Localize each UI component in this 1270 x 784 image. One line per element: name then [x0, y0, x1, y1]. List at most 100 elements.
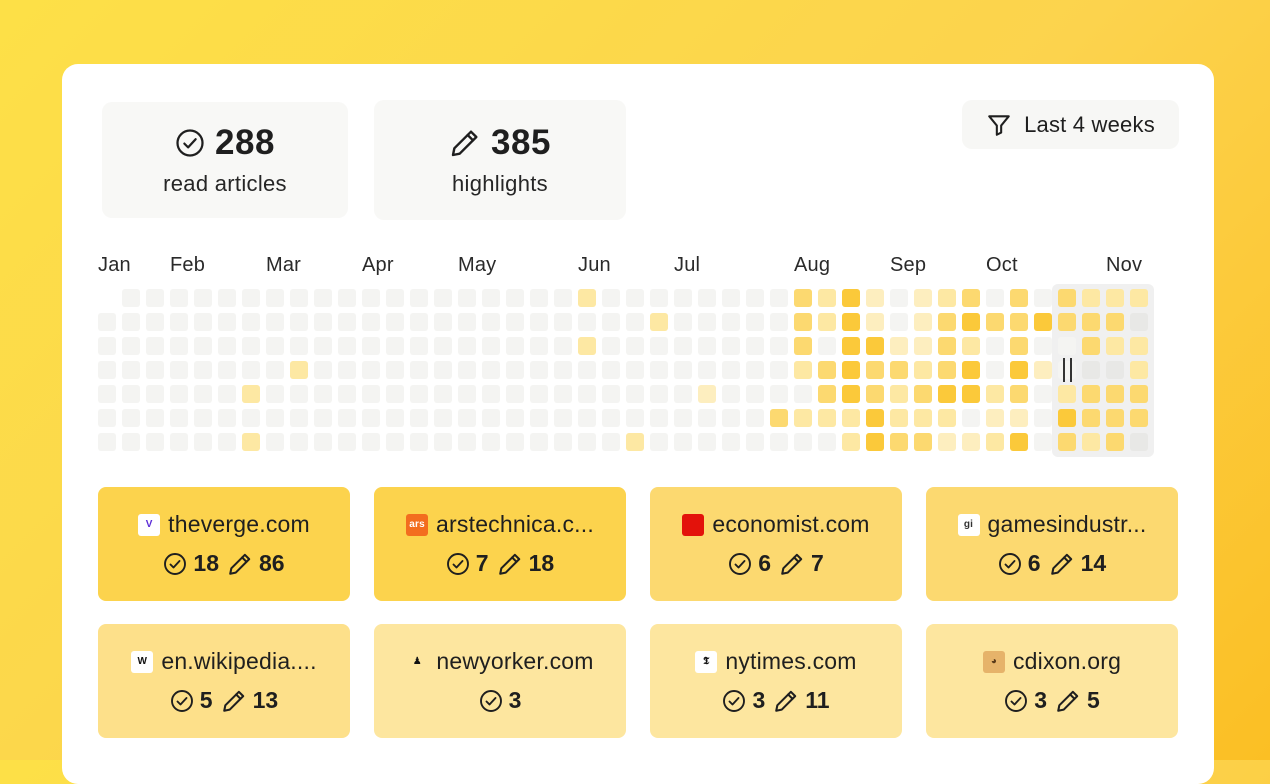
site-tile[interactable]: ◕ cdixon.org 3 5 [926, 624, 1178, 738]
read-count: 3 [1034, 687, 1047, 713]
heatmap-cell [890, 337, 908, 355]
reading-stats-card: 288 read articles 385 highlights Last 4 … [62, 64, 1214, 784]
heatmap-cell [194, 433, 212, 451]
heatmap-cell [674, 409, 692, 427]
heatmap-cell [1010, 409, 1028, 427]
heatmap-cell [1034, 289, 1052, 307]
heatmap-cell [98, 313, 116, 331]
heatmap-cell [338, 313, 356, 331]
heatmap-cell [746, 385, 764, 403]
heatmap-cell [746, 337, 764, 355]
heatmap-cell [698, 337, 716, 355]
read-metric: 3 [1004, 687, 1047, 714]
range-drag-handle[interactable] [1063, 358, 1072, 382]
highlight-count: 7 [811, 550, 824, 576]
heatmap-cell [938, 433, 956, 451]
heatmap-cell [170, 313, 188, 331]
newyorker-icon: ♟ [412, 656, 422, 667]
heatmap-cell [1034, 361, 1052, 379]
heatmap-cell [674, 313, 692, 331]
site-domain: gamesindustr... [987, 511, 1147, 537]
heatmap-cell [218, 385, 236, 403]
pencil-icon [773, 688, 799, 714]
highlight-count: 13 [252, 687, 279, 713]
read-count: 5 [199, 687, 213, 713]
heatmap-cell [626, 409, 644, 427]
heatmap-cell [770, 433, 788, 451]
heatmap-cell [290, 433, 308, 451]
heatmap-cell [842, 289, 860, 307]
heatmap-cell [770, 361, 788, 379]
heatmap-cell [842, 385, 860, 403]
heatmap-cell [818, 337, 836, 355]
heatmap-cell [242, 385, 260, 403]
read-count: 18 [193, 550, 219, 576]
heatmap-cell [242, 361, 260, 379]
heatmap-cell [122, 385, 140, 403]
read-metric: 3 [722, 687, 765, 714]
site-tile[interactable]: ♟ newyorker.com 3 [374, 624, 626, 738]
heatmap-cell [170, 361, 188, 379]
heatmap-cell [530, 313, 548, 331]
heatmap-cell [266, 361, 284, 379]
heatmap-cell [482, 337, 500, 355]
site-tile[interactable]: ars arstechnica.c... 7 18 [374, 487, 626, 601]
heatmap-cell [1010, 289, 1028, 307]
heatmap-cell [650, 385, 668, 403]
heatmap-cell [674, 361, 692, 379]
wikipedia-icon: W [131, 650, 154, 673]
heatmap-cell [602, 433, 620, 451]
heatmap-cell [650, 313, 668, 331]
heatmap-cell [1010, 385, 1028, 403]
month-label-may: May [458, 254, 497, 276]
heatmap-cell [890, 289, 908, 307]
time-range-filter-button[interactable]: Last 4 weeks [962, 100, 1179, 149]
heatmap-cell [962, 409, 980, 427]
heatmap-cell [98, 337, 116, 355]
highlight-count: 86 [259, 550, 285, 576]
heatmap-cell [698, 289, 716, 307]
heatmap-cell [266, 289, 284, 307]
heatmap-cell [818, 385, 836, 403]
verge-icon: V [138, 513, 161, 536]
heatmap-cell [746, 433, 764, 451]
heatmap-cell [986, 361, 1004, 379]
heatmap-cell [386, 337, 404, 355]
heatmap-cell [866, 361, 884, 379]
heatmap-cell [818, 313, 836, 331]
heatmap-cell [914, 433, 932, 451]
heatmap-cell [890, 433, 908, 451]
heatmap-cell [122, 313, 140, 331]
heatmap-cell [578, 433, 596, 451]
heatmap-cell [314, 361, 332, 379]
heatmap-cell [794, 313, 812, 331]
heatmap-cell [962, 385, 980, 403]
ars-icon: ars [406, 513, 429, 536]
read-articles-stat: 288 read articles [102, 102, 348, 218]
highlights-count: 385 [491, 123, 551, 162]
heatmap-cell [266, 313, 284, 331]
heatmap-cell [434, 409, 452, 427]
heatmap-cell [650, 337, 668, 355]
heatmap-cell [338, 385, 356, 403]
heatmap-cell [482, 313, 500, 331]
heatmap-cell [866, 385, 884, 403]
heatmap-cell [842, 361, 860, 379]
site-tile[interactable]: economist.com 6 7 [650, 487, 902, 601]
heatmap-cell [650, 409, 668, 427]
heatmap-cell [122, 409, 140, 427]
heatmap-cell [458, 313, 476, 331]
highlight-metric: 86 [227, 550, 285, 577]
heatmap-cell [938, 313, 956, 331]
heatmap-cell [506, 385, 524, 403]
heatmap-cell [938, 289, 956, 307]
heatmap-cell [890, 361, 908, 379]
site-tile[interactable]: gi gamesindustr... 6 14 [926, 487, 1178, 601]
heatmap-cell [914, 361, 932, 379]
heatmap-cell [530, 337, 548, 355]
check-circle-icon [170, 689, 194, 713]
month-label-oct: Oct [986, 254, 1018, 276]
